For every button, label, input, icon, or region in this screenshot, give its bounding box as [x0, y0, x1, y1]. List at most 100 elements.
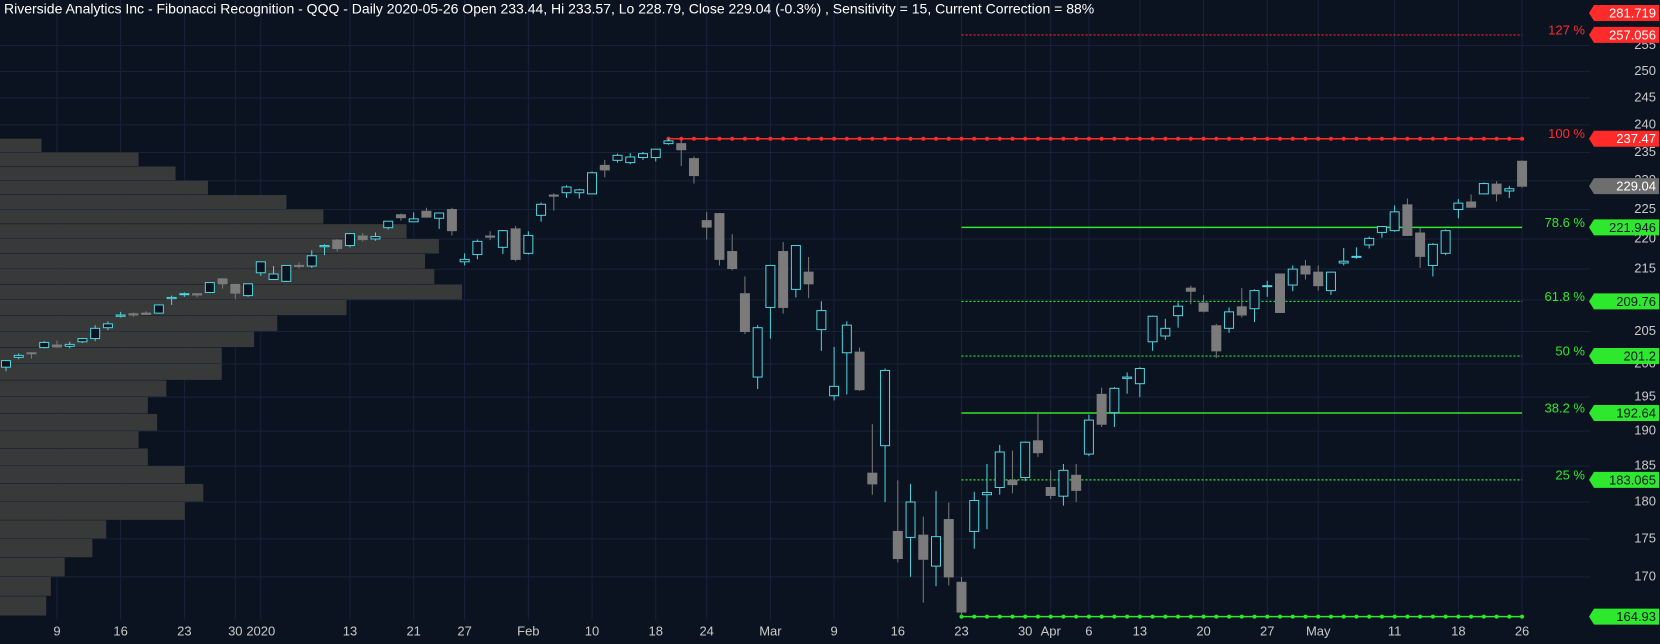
fib-dot: [972, 136, 977, 141]
candle-body: [1020, 441, 1031, 478]
price-box: [1589, 26, 1659, 43]
candle-body: [1466, 201, 1477, 208]
fib-dot: [679, 136, 684, 141]
profile-bar: [0, 483, 204, 502]
profile-bar: [0, 596, 47, 616]
candle-body: [561, 186, 572, 194]
candle-body: [994, 451, 1005, 488]
candle-body: [663, 140, 674, 145]
candle-body: [1275, 273, 1285, 313]
candle-body: [1071, 474, 1082, 491]
candle-body: [1224, 311, 1235, 329]
fib-dot: [1086, 136, 1091, 141]
fib-dot: [1112, 614, 1117, 619]
candle-body: [1364, 237, 1375, 246]
fib-dot: [1150, 136, 1155, 141]
fib-dot: [1214, 136, 1219, 141]
candle-body: [1249, 290, 1260, 310]
profile-bar: [0, 253, 426, 269]
candle-body: [1134, 367, 1145, 385]
x-tick-label: 13: [1133, 623, 1147, 638]
profile-bar: [0, 448, 148, 466]
fib-dot: [1035, 136, 1040, 141]
profile-bar: [0, 501, 185, 520]
candle-body: [536, 203, 547, 216]
x-tick-label: 11: [1388, 623, 1402, 638]
fib-dot: [1469, 136, 1474, 141]
fib-dot: [1239, 614, 1244, 619]
candle-body: [357, 235, 368, 241]
fib-dot: [921, 136, 926, 141]
fib-dot: [1214, 614, 1219, 619]
x-tick-label: 24: [699, 623, 713, 638]
fib-dot: [1507, 614, 1512, 619]
candle-body: [854, 351, 865, 391]
candle-body: [102, 323, 113, 329]
x-tick-label: 16: [113, 623, 127, 638]
candle-body: [395, 214, 406, 219]
y-tick-label: 205: [1634, 323, 1656, 338]
candle-body: [778, 251, 789, 308]
candle-body: [1376, 226, 1387, 233]
fib-dot: [1354, 614, 1359, 619]
candle-body: [523, 234, 534, 254]
candle-body: [714, 213, 725, 260]
candle-body: [867, 472, 878, 485]
candle-body: [217, 278, 228, 285]
profile-bar: [0, 557, 65, 577]
price-box: [1589, 293, 1659, 310]
x-tick-label: 18: [649, 623, 663, 638]
fib-dot: [1061, 136, 1066, 141]
x-tick-label: 9: [830, 623, 837, 638]
fib-dot: [1227, 614, 1232, 619]
candle-body: [115, 314, 126, 317]
x-tick-label: 23: [954, 623, 968, 638]
fib-dot: [1163, 614, 1168, 619]
fib-dot: [1176, 614, 1181, 619]
price-box-label: 201.2: [1623, 348, 1656, 363]
fib-dot: [1392, 614, 1397, 619]
fib-dot: [1048, 136, 1053, 141]
candle-body: [816, 310, 827, 331]
fib-dot: [857, 136, 862, 141]
candle-body: [179, 293, 190, 296]
candle-body: [587, 172, 598, 195]
candle-body: [701, 220, 712, 228]
fib-dot: [908, 136, 913, 141]
fib-dot: [1520, 614, 1525, 619]
profile-bar: [0, 299, 347, 316]
price-box-label: 257.056: [1609, 27, 1656, 42]
fib-dot: [1469, 614, 1474, 619]
fib-dot: [1328, 614, 1333, 619]
price-box: [1589, 608, 1659, 625]
profile-bar: [0, 269, 435, 284]
fib-dot: [1494, 136, 1499, 141]
candle-body: [332, 239, 343, 250]
x-tick-label: 21: [406, 623, 420, 638]
fib-dot: [1137, 614, 1142, 619]
y-tick-label: 235: [1634, 144, 1656, 159]
candle-body: [1096, 393, 1107, 425]
y-tick-label: 185: [1634, 458, 1656, 473]
fib-dot: [730, 136, 735, 141]
fib-dot: [1316, 614, 1321, 619]
candle-body: [638, 153, 648, 159]
fib-dot: [1316, 136, 1321, 141]
profile-bar: [0, 180, 208, 195]
fib-dot: [1239, 136, 1244, 141]
candle-body: [1185, 287, 1196, 292]
fib-label: 50 %: [1555, 343, 1585, 358]
price-box-label: 209.76: [1616, 294, 1656, 309]
fib-levels: [666, 34, 1525, 619]
fib-dot: [1227, 136, 1232, 141]
candle-body: [956, 581, 967, 613]
candle-body: [1427, 243, 1438, 266]
fib-dot: [1290, 614, 1295, 619]
candle-body: [1440, 230, 1451, 254]
fib-dot: [704, 136, 709, 141]
x-tick-label: 6: [1085, 623, 1092, 638]
candle-body: [1415, 232, 1426, 257]
price-box: [1589, 405, 1659, 422]
fib-dot: [972, 614, 977, 619]
price-box: [1589, 219, 1659, 236]
